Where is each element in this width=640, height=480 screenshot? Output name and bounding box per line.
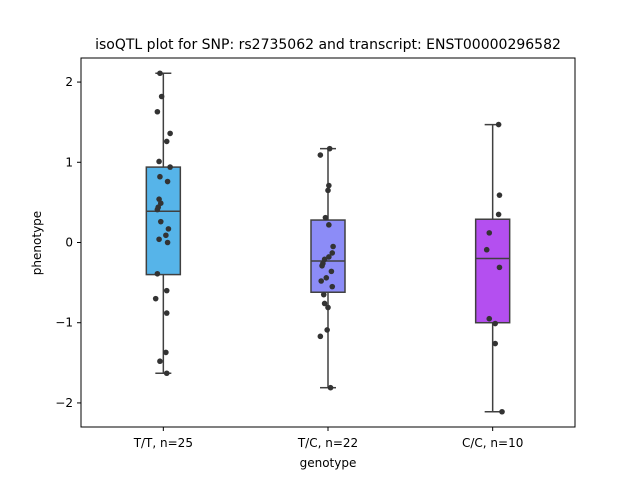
data-point bbox=[499, 408, 505, 415]
plot-layer bbox=[145, 70, 511, 415]
data-point bbox=[167, 164, 173, 170]
data-point bbox=[157, 358, 163, 365]
data-point bbox=[163, 232, 169, 239]
x-axis-ticks: T/T, n=25 T/C, n=22 C/C, n=10 bbox=[133, 427, 523, 450]
data-point bbox=[163, 287, 170, 294]
data-point bbox=[322, 214, 329, 221]
data-point bbox=[495, 121, 502, 128]
data-point bbox=[165, 226, 172, 232]
data-point bbox=[157, 200, 164, 206]
data-point bbox=[326, 254, 332, 260]
y-tick-label: 0 bbox=[65, 236, 73, 250]
data-point bbox=[330, 243, 336, 250]
data-point bbox=[163, 349, 169, 356]
data-point bbox=[163, 310, 170, 316]
data-point bbox=[152, 295, 159, 302]
data-point bbox=[496, 192, 503, 198]
data-point bbox=[495, 211, 502, 218]
data-point bbox=[317, 333, 324, 340]
y-tick-label: −2 bbox=[55, 396, 73, 410]
data-point bbox=[319, 262, 325, 269]
data-point bbox=[325, 304, 331, 311]
chart-title: isoQTL plot for SNP: rs2735062 and trans… bbox=[95, 37, 561, 53]
box-group bbox=[474, 123, 511, 413]
data-point bbox=[154, 270, 161, 277]
x-tick-label: C/C, n=10 bbox=[462, 436, 523, 450]
y-tick-label: −1 bbox=[55, 316, 73, 330]
y-tick-label: 1 bbox=[65, 155, 73, 169]
data-point bbox=[317, 152, 324, 158]
data-point bbox=[324, 327, 330, 333]
data-point bbox=[164, 239, 171, 246]
data-point bbox=[492, 320, 499, 327]
data-point bbox=[327, 384, 334, 391]
data-point bbox=[157, 173, 163, 180]
data-point bbox=[318, 278, 325, 284]
data-point bbox=[483, 246, 490, 253]
data-point bbox=[323, 274, 330, 281]
data-point bbox=[158, 93, 165, 100]
data-point bbox=[163, 370, 170, 377]
x-tick-label: T/T, n=25 bbox=[133, 436, 193, 450]
y-axis-ticks: −2 −1 0 1 2 bbox=[55, 75, 81, 410]
data-point bbox=[326, 145, 333, 152]
data-point bbox=[486, 315, 493, 322]
y-tick-label: 2 bbox=[65, 75, 73, 89]
data-point bbox=[167, 130, 173, 137]
x-tick-label: T/C, n=22 bbox=[297, 436, 358, 450]
data-point bbox=[157, 70, 163, 77]
data-point bbox=[156, 158, 162, 165]
data-point bbox=[157, 218, 164, 225]
data-point bbox=[326, 222, 332, 228]
data-point bbox=[154, 108, 161, 115]
data-point bbox=[329, 250, 336, 256]
box-iqr bbox=[474, 218, 511, 324]
data-point bbox=[154, 206, 161, 213]
data-point bbox=[163, 138, 170, 145]
y-axis-label: phenotype bbox=[30, 211, 44, 275]
data-point bbox=[321, 300, 328, 307]
data-point bbox=[164, 178, 171, 185]
data-point bbox=[326, 182, 332, 189]
data-point bbox=[328, 268, 335, 275]
data-point bbox=[486, 230, 493, 236]
data-point bbox=[492, 340, 499, 347]
x-axis-label: genotype bbox=[300, 456, 357, 470]
data-point bbox=[496, 264, 503, 271]
data-point bbox=[325, 187, 331, 194]
data-point bbox=[329, 283, 336, 290]
data-point bbox=[320, 291, 327, 298]
data-point bbox=[156, 236, 162, 243]
